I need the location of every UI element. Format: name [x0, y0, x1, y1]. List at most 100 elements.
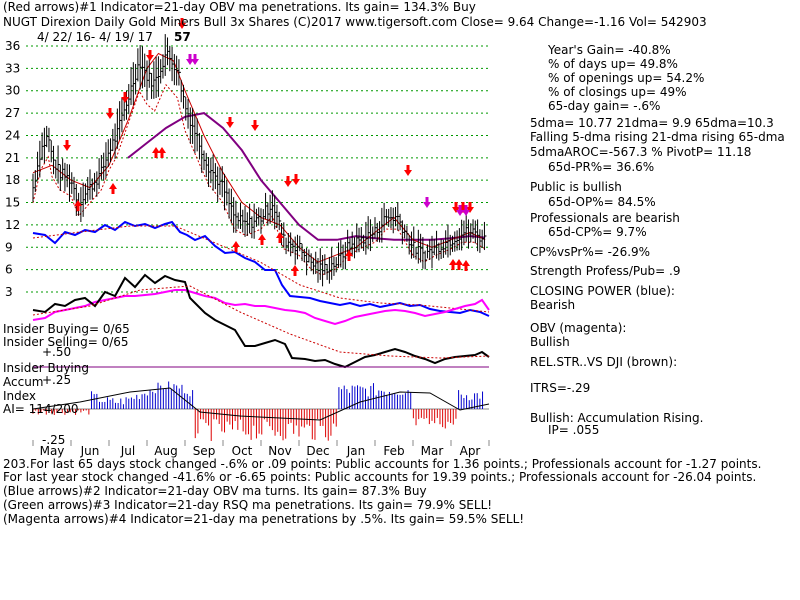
buy-arrow-red-head [158, 147, 166, 153]
stat-itrs: ITRS=-.29 [530, 381, 591, 395]
x-tick-label: Apr [460, 444, 481, 458]
footer-magenta-arrows: (Magenta arrows)#4 Indicator=21-day ma p… [3, 512, 525, 526]
stat-days-up: % of days up= 49.8% [548, 57, 678, 71]
buy-arrow-red [449, 259, 457, 270]
x-tick-label: Mar [421, 444, 444, 458]
footer-green-arrows: (Green arrows)#3 Indicator=21-day RSQ ma… [3, 498, 493, 512]
footer-last-year: For last year stock changed -41.6% or -6… [3, 470, 757, 484]
stat-professionals: Professionals are bearish [530, 211, 680, 225]
buy-arrow-red [455, 259, 463, 270]
y-tick-label: 3 [5, 285, 13, 299]
stat-strength: Strength Profess/Pub= .9 [530, 264, 681, 278]
footer-blue-arrows: (Blue arrows)#2 Indicator=21-day OBV ma … [3, 484, 427, 498]
insider-buying-label: Insider Buying [3, 361, 89, 375]
sell-arrow-red [63, 140, 71, 151]
buy-arrow-red [158, 147, 166, 158]
buy-arrow-red [232, 241, 240, 252]
sell-arrow-red [178, 18, 186, 29]
sell-arrow-red [121, 92, 129, 103]
stat-closings-up: % of closings up= 49% [548, 85, 687, 99]
buy-arrow-red [152, 147, 160, 158]
y-tick-label: 36 [5, 39, 20, 53]
sell-arrow-red [226, 117, 234, 128]
stat-years-gain: Year's Gain= -40.8% [548, 43, 671, 57]
buy-arrow-red-head [109, 183, 117, 189]
sell-arrow-red-head [146, 55, 154, 61]
insider-buying-count: Insider Buying= 0/65 [3, 322, 130, 336]
month-axis: May Jun Jul Aug Sep Oct Nov Dec Jan Feb Mar Apr [32, 440, 490, 458]
x-tick-label: Oct [232, 444, 253, 458]
buy-arrow-red [291, 265, 299, 276]
footer-65-days: For last 65 days stock changed -.6% or .… [30, 457, 762, 471]
stat-cpvspr: CP%vsPr%= -26.9% [530, 245, 651, 259]
y-tick-label: 30 [5, 84, 20, 98]
price-bars [32, 34, 487, 287]
y-tick-label: 33 [5, 61, 20, 75]
x-tick-label: Feb [383, 444, 404, 458]
ai-label: AI= 114/200 [3, 402, 79, 416]
magenta-arrow [191, 54, 199, 65]
magenta-arrow-head [191, 59, 199, 65]
index-label: Index [3, 389, 37, 403]
sell-arrow-red [284, 176, 292, 187]
relstr-line [32, 273, 490, 369]
price-axis-ticks: 36 33 30 27 24 21 18 15 12 9 6 3 [5, 39, 20, 299]
stat-pr: 65d-PR%= 36.6% [548, 160, 655, 174]
stat-falling: Falling 5-dma rising 21-dma rising 65-dm… [530, 130, 785, 144]
y-tick-label: 9 [5, 240, 13, 254]
sell-arrow-red-head [226, 122, 234, 128]
sell-arrow-red [292, 174, 300, 185]
buy-arrow-red-head [455, 259, 463, 265]
closing-power-line [32, 220, 490, 317]
stat-obv: OBV (magenta): [530, 321, 627, 335]
accum-ma-line [32, 387, 490, 421]
stat-accum: Bullish: Accumulation Rising. [530, 411, 704, 425]
accum-label: Accum [3, 375, 44, 389]
sell-arrow-red [251, 120, 259, 131]
x-tick-label: Jan [346, 444, 366, 458]
magenta-arrow [456, 205, 464, 216]
magenta-arrow-head [462, 210, 470, 216]
y-tick-label: 21 [5, 151, 20, 165]
y-tick-label: 6 [5, 263, 13, 277]
sell-arrow-red-head [121, 97, 129, 103]
closing-power-ma [32, 225, 490, 313]
x-tick-label: Sep [193, 444, 216, 458]
magenta-arrow-head [456, 210, 464, 216]
sell-arrow-red-head [178, 23, 186, 29]
buy-arrow-red [345, 250, 353, 261]
buy-arrow-red-head [152, 147, 160, 153]
stat-openings-up: % of openings up= 54.2% [548, 71, 705, 85]
buy-arrow-red [109, 183, 117, 194]
sell-arrow-red-head [284, 181, 292, 187]
buy-arrow-red-head [74, 200, 82, 206]
y-tick-label: 12 [5, 218, 20, 232]
plus50-label: +.50 [42, 345, 72, 359]
x-tick-label: Jun [80, 444, 100, 458]
stat-aroc: 5dmaAROC=-567.3 % PivotP= 11.18 [530, 145, 752, 159]
y-tick-label: 15 [5, 196, 20, 210]
plus25-label: +.25 [42, 373, 72, 387]
date-range: 4/ 22/ 16- 4/ 19/ 17 [37, 30, 153, 44]
x-tick-label: Dec [306, 444, 329, 458]
y-tick-label: 18 [5, 173, 20, 187]
buy-arrow-red-head [345, 250, 353, 256]
buy-arrow-red [462, 260, 470, 271]
header-indicator-1: (Red arrows)#1 Indicator=21-day OBV ma p… [3, 0, 476, 14]
sell-arrow-red [106, 108, 114, 119]
buy-arrow-red-head [449, 259, 457, 265]
sell-arrow-red-head [251, 125, 259, 131]
sell-arrow-red-head [106, 113, 114, 119]
sell-arrow-red [146, 50, 154, 61]
x-tick-label: Jul [120, 444, 135, 458]
buy-arrow-red [276, 232, 284, 243]
buy-arrow-red-head [462, 260, 470, 266]
signal-arrows [63, 18, 474, 276]
stat-relstr: REL.STR..VS DJI (brown): [530, 355, 678, 369]
relstr-ma [32, 285, 490, 359]
magenta-arrow [462, 205, 470, 216]
y-tick-label: 27 [5, 106, 20, 120]
sell-arrow-red-head [292, 179, 300, 185]
buy-arrow-red [74, 200, 82, 211]
